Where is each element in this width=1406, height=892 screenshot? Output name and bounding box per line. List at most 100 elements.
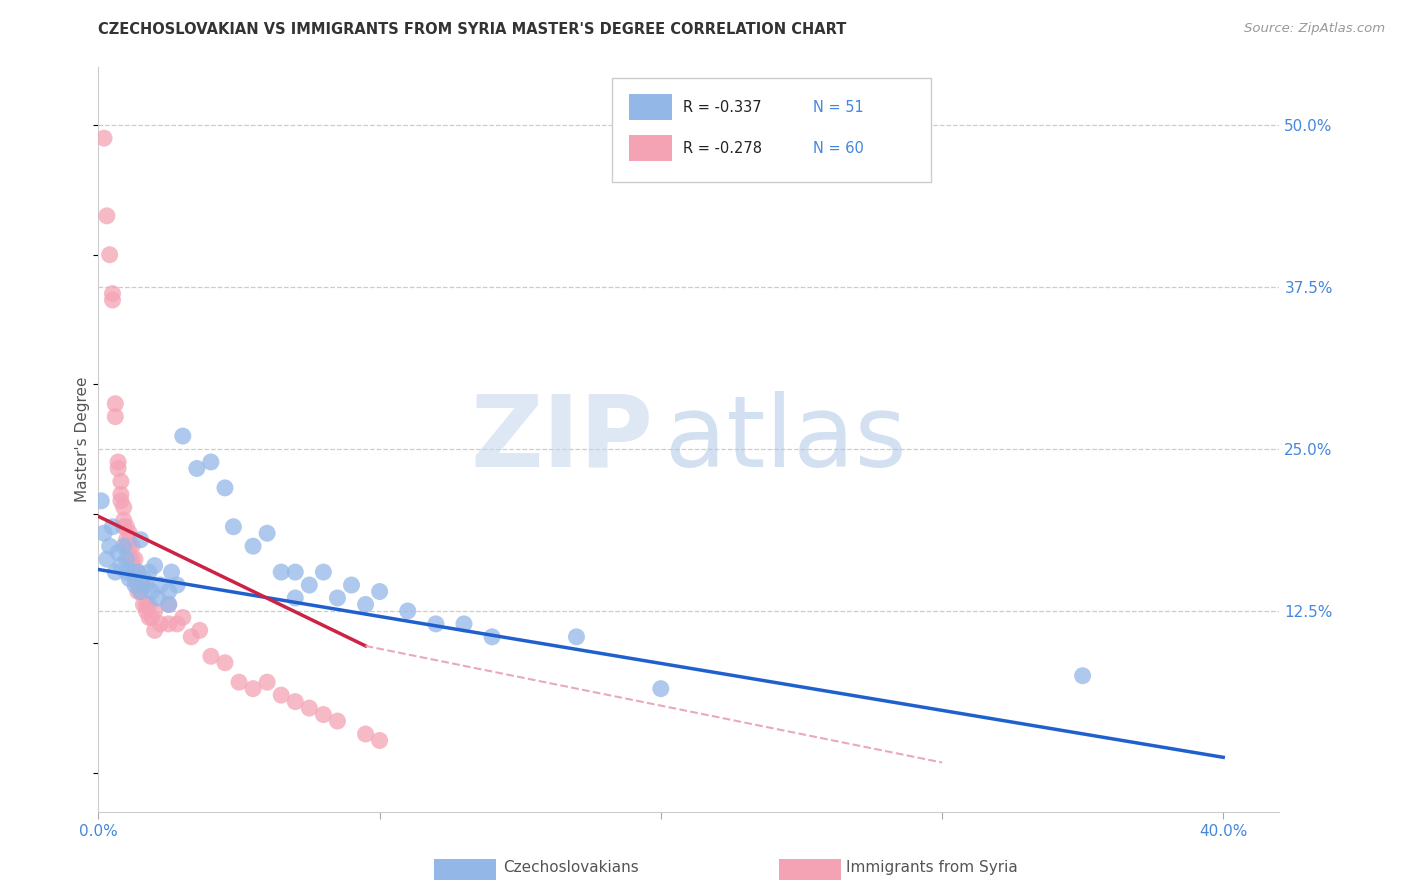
Point (396, 604, 419, 618)
Point (172, 429, 194, 443)
Point (96, 209, 118, 223)
Point (112, 500, 135, 515)
Point (129, 584, 152, 599)
Text: Source: ZipAtlas.com: Source: ZipAtlas.com (1244, 22, 1385, 36)
Point (107, 455, 129, 469)
Point (143, 604, 166, 618)
Point (110, 487, 132, 501)
Point (112, 520, 135, 534)
Point (188, 624, 211, 638)
Point (222, 520, 245, 534)
Point (166, 578, 188, 592)
Point (104, 397, 127, 411)
Text: ZIP: ZIP (471, 391, 654, 488)
Point (270, 565, 292, 579)
Point (96, 552, 118, 566)
Point (326, 591, 349, 605)
Point (425, 616, 447, 631)
Point (129, 578, 152, 592)
Point (129, 533, 152, 547)
Text: Czechoslovakians: Czechoslovakians (503, 860, 640, 874)
Point (104, 409, 127, 424)
Point (270, 688, 292, 702)
Point (121, 552, 143, 566)
Point (127, 584, 149, 599)
Point (90, 493, 112, 508)
Point (101, 293, 124, 307)
Point (200, 649, 222, 664)
Point (242, 681, 264, 696)
Text: atlas: atlas (665, 391, 907, 488)
Point (368, 733, 391, 747)
Point (141, 584, 163, 599)
Text: CZECHOSLOVAKIAN VS IMMIGRANTS FROM SYRIA MASTER'S DEGREE CORRELATION CHART: CZECHOSLOVAKIAN VS IMMIGRANTS FROM SYRIA… (98, 22, 846, 37)
Point (132, 578, 155, 592)
Point (326, 714, 349, 728)
Point (298, 701, 321, 715)
Point (256, 526, 278, 541)
Point (115, 520, 138, 534)
Point (110, 475, 132, 489)
Point (118, 552, 141, 566)
Text: N = 60: N = 60 (813, 141, 863, 156)
Point (127, 565, 149, 579)
Point (121, 558, 143, 573)
FancyBboxPatch shape (612, 78, 931, 182)
Point (214, 656, 236, 670)
Point (107, 461, 129, 475)
Point (298, 578, 321, 592)
Point (1071, 669, 1094, 683)
Point (104, 565, 127, 579)
Point (368, 584, 391, 599)
Point (115, 539, 138, 553)
Point (157, 598, 180, 612)
Point (132, 598, 155, 612)
Point (214, 481, 236, 495)
Point (98, 539, 121, 553)
Point (172, 610, 194, 624)
Point (107, 546, 129, 560)
Point (138, 598, 160, 612)
Point (93, 526, 115, 541)
Point (112, 513, 135, 527)
Point (143, 558, 166, 573)
Point (110, 558, 132, 573)
Point (124, 578, 146, 592)
Point (121, 565, 143, 579)
Point (118, 539, 141, 553)
Point (354, 727, 377, 741)
Point (124, 572, 146, 586)
Point (166, 616, 188, 631)
Point (118, 572, 141, 586)
Point (312, 565, 335, 579)
Text: N = 51: N = 51 (813, 100, 863, 114)
FancyBboxPatch shape (628, 135, 672, 161)
Point (138, 610, 160, 624)
Y-axis label: Master's Degree: Master's Degree (75, 376, 90, 502)
Point (256, 675, 278, 690)
Point (284, 565, 307, 579)
Point (149, 578, 172, 592)
Point (149, 616, 172, 631)
Point (228, 675, 250, 690)
Point (101, 520, 124, 534)
Point (110, 493, 132, 508)
Point (354, 598, 377, 612)
Point (242, 539, 264, 553)
Point (157, 598, 180, 612)
Point (340, 578, 363, 592)
Point (101, 286, 124, 301)
Point (650, 681, 672, 696)
Point (157, 584, 180, 599)
Point (481, 630, 503, 644)
Point (186, 461, 208, 475)
Point (284, 695, 307, 709)
Point (98, 248, 121, 262)
Point (160, 565, 183, 579)
Point (146, 591, 169, 605)
Point (129, 584, 152, 599)
Point (157, 616, 180, 631)
Point (453, 616, 475, 631)
Point (180, 630, 202, 644)
Point (132, 572, 155, 586)
